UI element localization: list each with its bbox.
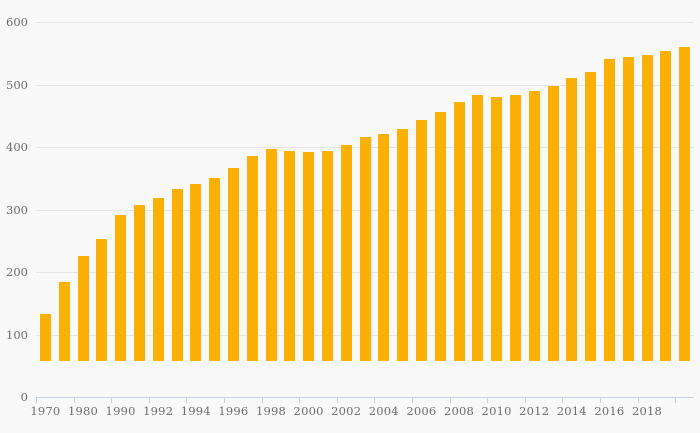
x-tick-label: 1970 <box>30 404 61 418</box>
x-tick <box>524 397 526 403</box>
bar[interactable] <box>303 151 315 361</box>
bar[interactable] <box>39 313 51 361</box>
bar[interactable] <box>321 151 333 361</box>
bar[interactable] <box>58 282 70 361</box>
bar[interactable] <box>434 111 446 361</box>
bar[interactable] <box>453 102 465 361</box>
x-tick-label: 1990 <box>105 404 136 418</box>
bar[interactable] <box>190 183 202 361</box>
y-tick-label: 400 <box>6 140 28 154</box>
bar[interactable] <box>641 55 653 361</box>
bar[interactable] <box>359 137 371 361</box>
bar[interactable] <box>603 59 615 361</box>
x-tick <box>374 397 376 403</box>
bar[interactable] <box>679 46 691 361</box>
bar[interactable] <box>472 95 484 361</box>
y-tick-label: 500 <box>6 77 28 92</box>
x-tick-label: 2002 <box>331 404 362 418</box>
y-tick-label: 100 <box>6 327 28 342</box>
x-tick <box>186 397 188 403</box>
bar[interactable] <box>171 189 183 361</box>
x-tick <box>675 397 677 403</box>
bar[interactable] <box>660 51 672 361</box>
y-tick-label: 200 <box>6 265 28 279</box>
x-tick-label: 2006 <box>406 404 437 418</box>
bar[interactable] <box>397 129 409 361</box>
x-tick <box>36 397 37 403</box>
x-tick <box>562 397 564 403</box>
bar[interactable] <box>547 86 559 361</box>
x-tick <box>449 397 451 403</box>
x-tick-label: 2000 <box>293 404 324 418</box>
bar[interactable] <box>509 94 521 361</box>
bar[interactable] <box>415 119 427 361</box>
x-tick-label: 1980 <box>67 404 99 418</box>
x-tick-label: 2012 <box>519 404 550 418</box>
bars-layer <box>36 0 694 397</box>
bar[interactable] <box>585 71 597 361</box>
bar[interactable] <box>152 197 164 361</box>
x-tick <box>111 397 113 403</box>
x-tick <box>637 397 639 403</box>
x-tick <box>73 397 75 403</box>
gridline <box>36 22 694 23</box>
bar[interactable] <box>378 133 390 361</box>
x-tick-label: 2004 <box>368 404 399 418</box>
bar[interactable] <box>227 167 239 361</box>
x-tick <box>487 397 489 403</box>
x-tick-label: 2014 <box>556 404 587 418</box>
bar[interactable] <box>491 97 503 361</box>
bar[interactable] <box>115 215 127 361</box>
bar[interactable] <box>265 148 277 361</box>
bar[interactable] <box>77 256 89 361</box>
bar[interactable] <box>566 77 578 361</box>
gridline <box>36 84 694 86</box>
x-tick-label: 1992 <box>143 404 174 418</box>
x-tick <box>261 397 263 403</box>
x-tick-label: 1994 <box>180 404 211 418</box>
y-tick-label: 600 <box>6 15 28 29</box>
x-tick <box>299 397 301 403</box>
x-tick <box>412 397 413 403</box>
bar[interactable] <box>622 57 634 361</box>
x-tick-label: 2018 <box>631 404 663 418</box>
x-tick-label: 1996 <box>218 404 249 418</box>
x-tick <box>148 397 150 403</box>
bar[interactable] <box>209 177 221 361</box>
x-tick-label: 1998 <box>255 404 287 418</box>
bar[interactable] <box>528 91 540 361</box>
x-tick-label: 2010 <box>481 404 512 418</box>
x-tick-label: 2008 <box>443 404 475 418</box>
y-tick-label: 0 <box>20 390 28 404</box>
bar[interactable] <box>246 156 258 361</box>
x-tick-label: 2016 <box>594 404 625 418</box>
x-tick <box>336 397 338 403</box>
x-axis-line <box>36 397 694 398</box>
bar[interactable] <box>133 205 145 361</box>
x-tick <box>600 397 601 403</box>
bar[interactable] <box>284 151 296 361</box>
x-tick <box>224 397 225 403</box>
bar[interactable] <box>96 238 108 361</box>
y-tick-label: 300 <box>6 202 28 217</box>
bar[interactable] <box>340 145 352 361</box>
